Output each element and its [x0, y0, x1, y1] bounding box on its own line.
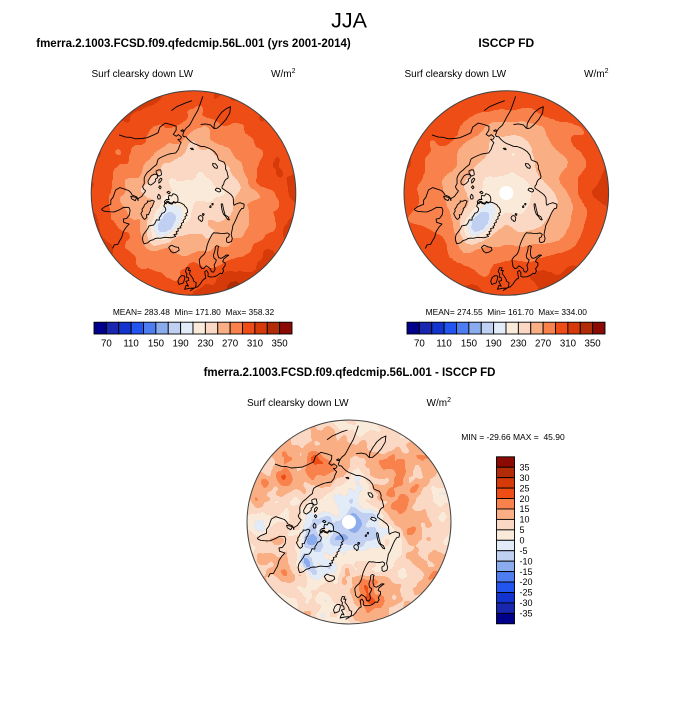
svg-text:270: 270 [222, 339, 239, 350]
svg-text:10: 10 [520, 515, 530, 525]
svg-text:70: 70 [414, 339, 425, 350]
svg-text:35: 35 [520, 462, 530, 472]
svg-text:190: 190 [173, 339, 190, 350]
svg-text:270: 270 [535, 339, 552, 350]
svg-text:230: 230 [510, 339, 527, 350]
svg-text:310: 310 [560, 339, 577, 350]
svg-text:W/m2: W/m2 [271, 68, 296, 80]
svg-text:W/m2: W/m2 [427, 397, 452, 409]
svg-text:Surf clearsky down LW: Surf clearsky down LW [247, 398, 349, 409]
svg-text:110: 110 [436, 339, 452, 350]
svg-text:25: 25 [520, 483, 530, 493]
svg-text:150: 150 [461, 339, 478, 350]
svg-text:MEAN= 274.55 Min= 161.70 Max: MEAN= 274.55 Min= 161.70 Max= 334.00 [426, 307, 588, 317]
svg-text:350: 350 [272, 339, 289, 350]
svg-text:150: 150 [148, 339, 165, 350]
svg-text:190: 190 [486, 339, 503, 350]
svg-text:15: 15 [520, 504, 530, 514]
svg-text:-25: -25 [520, 588, 533, 598]
svg-text:-5: -5 [520, 546, 528, 556]
svg-text:-20: -20 [520, 577, 533, 587]
svg-text:fmerra.2.1003.FCSD.f09.qfedcmi: fmerra.2.1003.FCSD.f09.qfedcmip.56L.001 … [204, 367, 496, 379]
svg-text:MEAN= 283.48 Min= 171.80 Max: MEAN= 283.48 Min= 171.80 Max= 358.32 [113, 307, 275, 317]
svg-text:ISCCP FD: ISCCP FD [478, 36, 534, 50]
svg-text:Surf clearsky down LW: Surf clearsky down LW [92, 69, 194, 80]
svg-text:Surf clearsky down LW: Surf clearsky down LW [405, 69, 507, 80]
svg-text:-30: -30 [520, 598, 533, 608]
svg-text:JJA: JJA [331, 9, 368, 33]
svg-text:-15: -15 [520, 567, 533, 577]
svg-text:30: 30 [520, 473, 530, 483]
svg-text:310: 310 [247, 339, 264, 350]
svg-text:-10: -10 [520, 556, 533, 566]
svg-text:0: 0 [520, 536, 525, 546]
svg-text:W/m2: W/m2 [584, 68, 609, 80]
svg-text:5: 5 [520, 525, 525, 535]
svg-text:70: 70 [101, 339, 112, 350]
svg-text:MIN = -29.66 MAX = 45.90: MIN = -29.66 MAX = 45.90 [461, 432, 565, 442]
svg-text:-35: -35 [520, 609, 533, 619]
svg-text:350: 350 [585, 339, 602, 350]
svg-text:110: 110 [123, 339, 139, 350]
svg-text:20: 20 [520, 494, 530, 504]
svg-text:fmerra.2.1003.FCSD.f09.qfedcmi: fmerra.2.1003.FCSD.f09.qfedcmip.56L.001 … [36, 38, 351, 50]
svg-text:230: 230 [197, 339, 214, 350]
